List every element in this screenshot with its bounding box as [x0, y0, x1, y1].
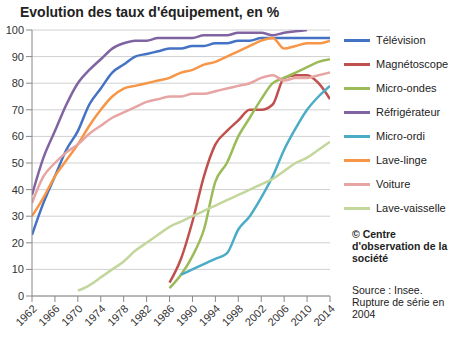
html-text:Réfrigérateur: Réfrigérateur — [376, 106, 441, 118]
svg-text:40: 40 — [12, 184, 24, 196]
svg-text:0: 0 — [18, 290, 24, 302]
svg-text:80: 80 — [12, 77, 24, 89]
svg-text:1986: 1986 — [151, 302, 177, 328]
svg-text:10: 10 — [12, 263, 24, 275]
svg-text:1962: 1962 — [13, 302, 39, 328]
html-text:Micro-ordi: Micro-ordi — [376, 130, 425, 142]
html-text:Magnétoscope: Magnétoscope — [376, 58, 449, 70]
svg-text:2006: 2006 — [265, 302, 291, 328]
svg-text:2010: 2010 — [288, 302, 314, 328]
svg-text:1998: 1998 — [219, 302, 245, 328]
html-text:Lave-linge: Lave-linge — [376, 154, 427, 166]
html-text:Voiture: Voiture — [376, 178, 411, 190]
svg-text:30: 30 — [12, 210, 24, 222]
svg-text:2014: 2014 — [311, 302, 337, 328]
svg-text:60: 60 — [12, 130, 24, 142]
html-text:Télévision: Télévision — [376, 34, 426, 46]
svg-text:2002: 2002 — [242, 302, 268, 328]
html-text:© Centre d'observation de la s: © Centre d'observation de la société — [352, 228, 448, 264]
svg-text:1970: 1970 — [59, 302, 85, 328]
html-text:Evolution des taux d'équipemen: Evolution des taux d'équipement, en % — [20, 4, 280, 20]
svg-text:1982: 1982 — [128, 302, 154, 328]
svg-text:1990: 1990 — [174, 302, 200, 328]
svg-text:70: 70 — [12, 104, 24, 116]
svg-text:1994: 1994 — [197, 302, 223, 328]
svg-text:1978: 1978 — [105, 302, 131, 328]
svg-text:50: 50 — [12, 157, 24, 169]
svg-text:1966: 1966 — [36, 302, 62, 328]
html-text:Source : Insee. Rupture de sér: Source : Insee. Rupture de série en 2004 — [352, 284, 445, 320]
svg-text:90: 90 — [12, 51, 24, 63]
svg-text:100: 100 — [8, 24, 24, 36]
svg-text:20: 20 — [12, 237, 24, 249]
html-text:Lave-vaisselle: Lave-vaisselle — [376, 202, 446, 214]
html-text:Micro-ondes: Micro-ondes — [376, 82, 437, 94]
svg-text:1974: 1974 — [82, 302, 108, 328]
